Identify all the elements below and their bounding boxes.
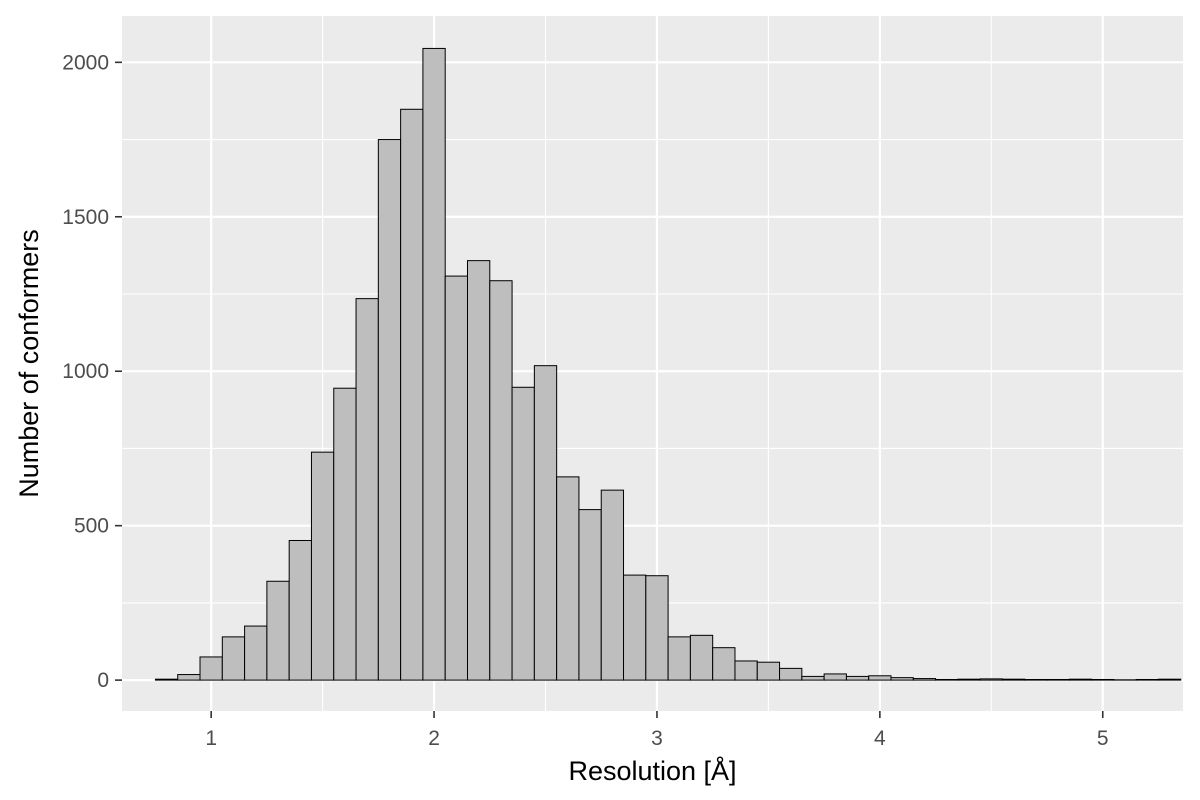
histogram-bar [489,280,513,681]
histogram-bar [957,678,981,681]
histogram-bar [355,298,379,681]
histogram-bar [734,660,758,681]
axes: 0 500 1000 1500 2000 1 2 3 4 5 [62,51,1108,750]
histogram-bar [466,260,491,681]
x-axis-title: Resolution [Å] [568,755,736,786]
histogram-bar [823,673,847,681]
x-tick-label: 4 [874,727,886,750]
histogram-bar [578,509,602,681]
histogram-bar [444,275,468,681]
histogram-bar [667,636,691,681]
histogram-bar [912,678,937,681]
histogram-bar [1046,678,1070,681]
histogram-bar [935,678,959,681]
histogram-bar [868,675,892,681]
histogram-bars [154,47,1182,681]
x-tick-label: 1 [205,727,217,750]
histogram-bar [1135,678,1159,681]
histogram-bar [689,634,714,681]
x-tick-label: 2 [428,727,440,750]
histogram-bar [890,677,914,681]
histogram-bar [154,678,179,681]
histogram-bar [377,139,402,681]
histogram-bar [266,580,290,681]
histogram-bar [533,365,558,681]
histogram-bar [756,661,781,681]
histogram-bar [600,489,625,681]
histogram-bar [1091,678,1115,681]
histogram-bar [801,675,825,681]
histogram-bar [244,625,268,681]
y-tick-label: 0 [97,669,109,692]
histogram-bar [310,451,335,681]
histogram-bar [1068,678,1093,681]
histogram-bar [199,656,223,681]
histogram-bar [779,667,803,681]
histogram-bar [845,675,870,681]
histogram-bar [979,678,1003,681]
y-tick-label: 500 [74,515,109,538]
histogram-bar [623,574,647,681]
histogram-bar [556,476,580,681]
y-tick-label: 1000 [62,360,109,383]
y-tick-label: 1500 [62,206,109,229]
histogram-bar [288,539,312,681]
histogram-bar [221,636,246,681]
histogram-bar [177,674,201,681]
histogram-bar [645,575,669,681]
histogram-bar [333,387,357,681]
y-axis-title: Number of conformers [14,229,44,498]
histogram-bar [1001,678,1026,681]
y-tick-label: 2000 [62,51,109,74]
histogram-bar [422,47,446,681]
histogram-bar [1157,678,1182,681]
histogram-bar [400,108,424,681]
histogram-bar [712,647,736,681]
histogram-bar [511,386,535,681]
x-tick-label: 5 [1097,727,1109,750]
histogram-bar [1024,678,1048,681]
x-tick-label: 3 [651,727,663,750]
